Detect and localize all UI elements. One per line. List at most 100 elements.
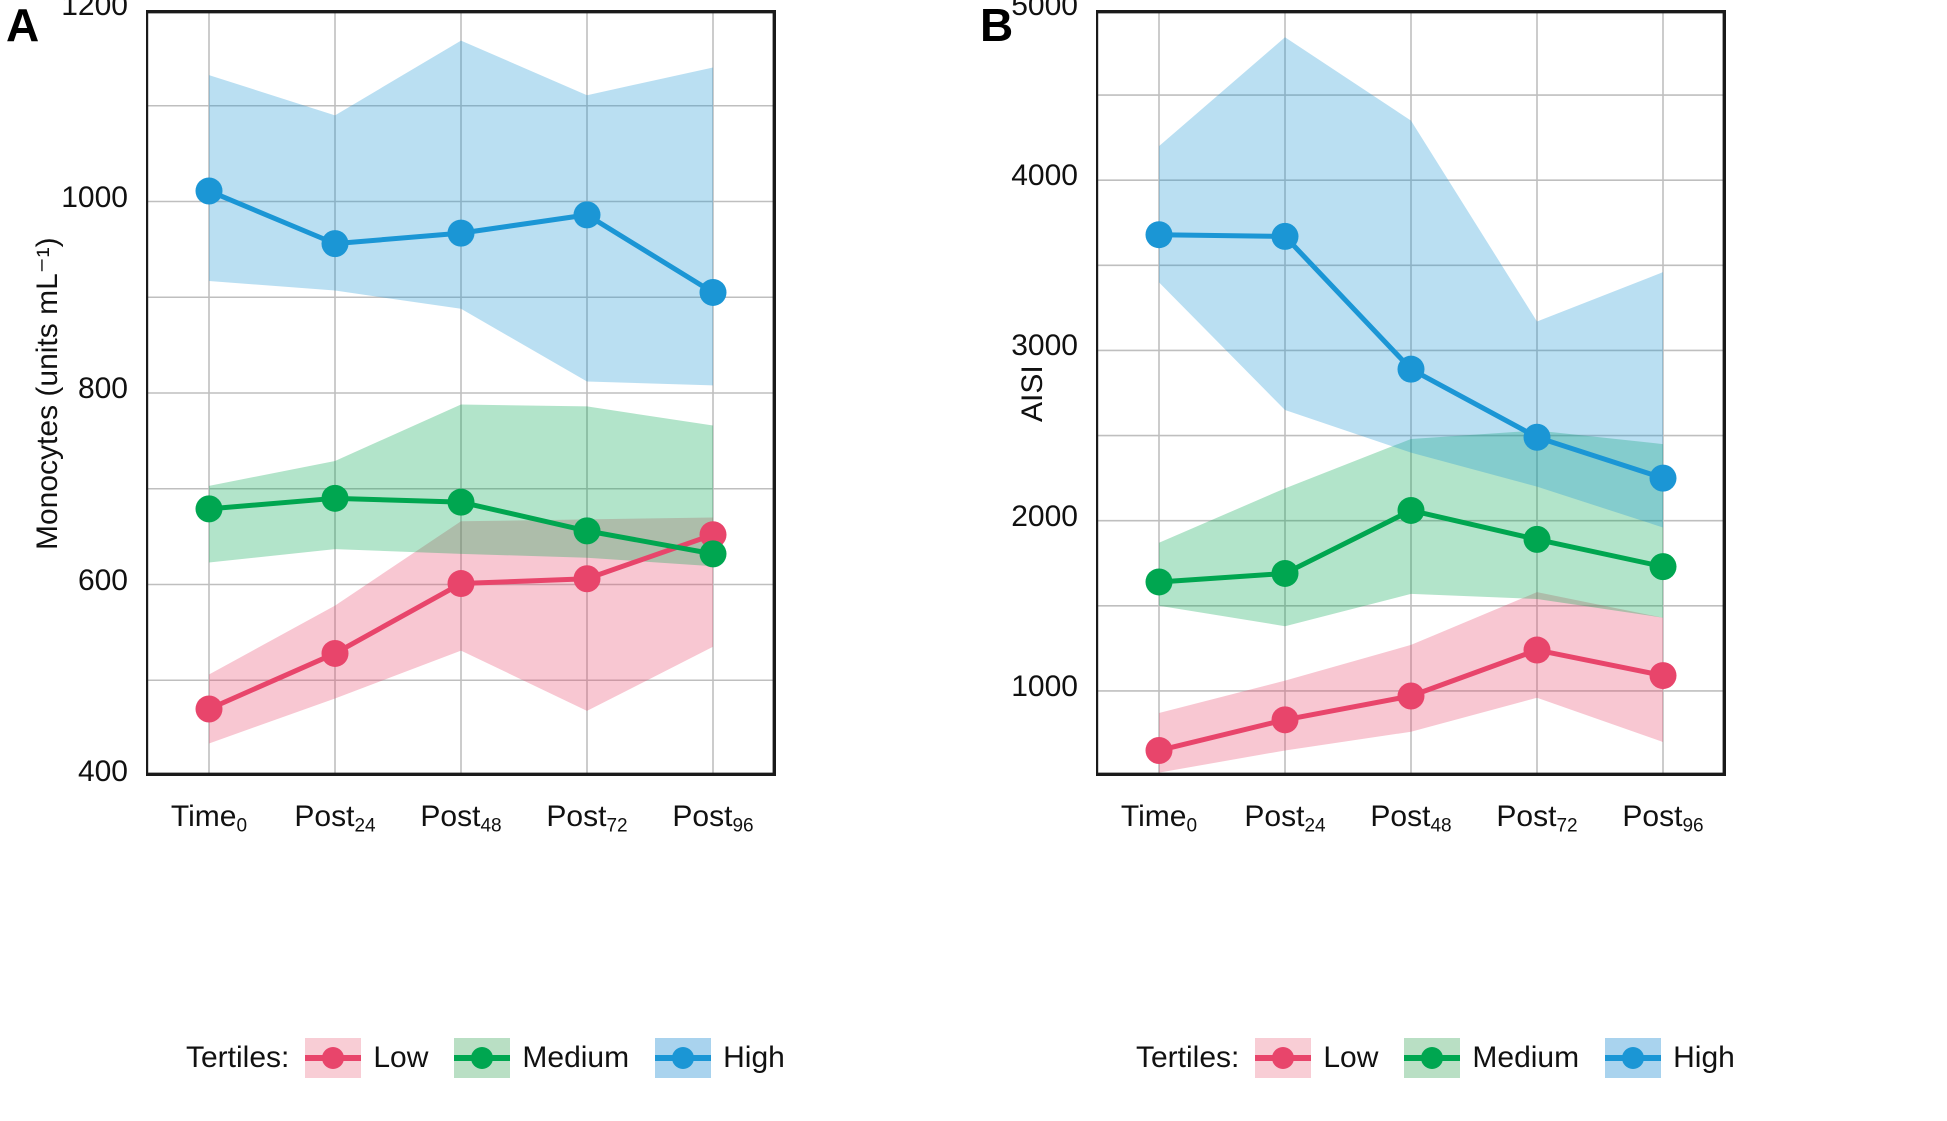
- legend-swatch-low: [1255, 1038, 1312, 1078]
- x-tick-subscript: 0: [236, 815, 248, 837]
- legend-marker-icon: [1421, 1047, 1444, 1069]
- legend-marker-icon: [471, 1047, 494, 1069]
- panel-b-y-axis-label: AISI: [1016, 364, 1049, 422]
- point-low-4: [699, 521, 727, 549]
- y-tick-label: 600: [77, 563, 128, 597]
- legend-swatch-high: [1605, 1038, 1662, 1078]
- x-tick-label-1: Post24: [250, 800, 420, 838]
- point-high-2: [447, 219, 475, 247]
- point-high-1: [1271, 222, 1299, 250]
- point-medium-0: [195, 495, 223, 523]
- legend-label: High: [723, 1041, 785, 1074]
- y-tick-label: 1000: [61, 180, 128, 214]
- legend-item-high[interactable]: High: [1605, 1038, 1735, 1078]
- point-medium-2: [1397, 496, 1425, 524]
- x-tick-label-3: Post72: [1452, 800, 1622, 838]
- x-tick-label-4: Post96: [1578, 800, 1748, 838]
- point-medium-2: [447, 488, 475, 516]
- point-high-0: [1145, 221, 1173, 249]
- point-low-2: [447, 570, 475, 598]
- legend-title: Tertiles:: [186, 1041, 290, 1074]
- x-tick-subscript: 24: [1304, 815, 1326, 837]
- legend-title: Tertiles:: [1136, 1041, 1240, 1074]
- point-high-4: [1649, 464, 1677, 492]
- x-tick-base: Post: [672, 800, 733, 833]
- y-tick-label: 2000: [1011, 499, 1078, 533]
- point-medium-1: [321, 484, 349, 512]
- y-tick-label: 400: [77, 755, 128, 788]
- x-tick-subscript: 48: [480, 815, 502, 837]
- point-medium-3: [1523, 525, 1551, 553]
- x-tick-subscript: 0: [1186, 815, 1198, 837]
- legend-label: Low: [1323, 1041, 1379, 1074]
- point-medium-1: [1271, 559, 1299, 587]
- point-medium-0: [1145, 568, 1173, 596]
- legend-swatch-low: [305, 1038, 362, 1078]
- point-high-1: [321, 230, 349, 258]
- legend-marker-icon: [1272, 1047, 1295, 1069]
- panel-a: A Monocytes (units mL⁻¹) 400 600 800 1000 12…: [0, 0, 973, 1121]
- x-tick-label-2: Post48: [1326, 800, 1496, 838]
- x-tick-subscript: 72: [1556, 815, 1578, 837]
- x-tick-base: Post: [1496, 800, 1557, 833]
- point-high-4: [699, 278, 727, 306]
- y-tick-label: 4000: [1011, 159, 1078, 193]
- legend-swatch-medium: [454, 1038, 511, 1078]
- point-medium-3: [573, 517, 601, 545]
- x-tick-label-0: Time0: [1074, 800, 1244, 838]
- legend-marker-icon: [322, 1047, 345, 1069]
- legend-label: High: [1673, 1041, 1735, 1074]
- band-high: [209, 40, 713, 386]
- point-low-1: [321, 639, 349, 667]
- legend-item-medium[interactable]: Medium: [454, 1038, 629, 1078]
- x-tick-subscript: 96: [732, 815, 754, 837]
- x-tick-base: Post: [294, 800, 355, 833]
- panel-b-plot-area: [1096, 10, 1726, 776]
- y-tick-label: 1200: [61, 0, 128, 22]
- panel-b: B AISI 1000 2000 3000 4000 5000 Time0 Post24 P…: [974, 0, 1947, 1121]
- point-low-2: [1397, 682, 1425, 710]
- panel-a-chart-svg: [146, 10, 776, 776]
- x-tick-base: Post: [1244, 800, 1305, 833]
- x-tick-base: Time: [1120, 800, 1187, 833]
- x-tick-base: Post: [546, 800, 607, 833]
- legend-item-low[interactable]: Low: [1255, 1038, 1378, 1078]
- panel-b-letter: B: [980, 0, 1013, 51]
- point-high-2: [1397, 355, 1425, 383]
- legend-item-high[interactable]: High: [655, 1038, 785, 1078]
- x-tick-base: Post: [420, 800, 481, 833]
- legend-label: Low: [373, 1041, 429, 1074]
- point-low-0: [195, 695, 223, 723]
- band-high: [1159, 37, 1663, 528]
- legend-label: Medium: [1472, 1041, 1580, 1074]
- x-tick-label-2: Post48: [376, 800, 546, 838]
- panel-a-letter: A: [6, 0, 39, 51]
- x-tick-subscript: 96: [1682, 815, 1704, 837]
- point-low-0: [1145, 736, 1173, 764]
- x-tick-label-3: Post72: [502, 800, 672, 838]
- legend-marker-icon: [672, 1047, 695, 1069]
- legend-marker-icon: [1622, 1047, 1645, 1069]
- y-tick-label: 1000: [1011, 669, 1078, 703]
- panel-a-plot-area: [146, 10, 776, 776]
- legend-swatch-medium: [1404, 1038, 1461, 1078]
- x-tick-label-1: Post24: [1200, 800, 1370, 838]
- legend-item-medium[interactable]: Medium: [1404, 1038, 1579, 1078]
- x-tick-subscript: 48: [1430, 815, 1452, 837]
- point-low-3: [573, 565, 601, 593]
- point-medium-4: [1649, 553, 1677, 581]
- x-tick-label-0: Time0: [124, 800, 294, 838]
- x-tick-label-4: Post96: [628, 800, 798, 838]
- point-high-3: [573, 201, 601, 229]
- point-low-3: [1523, 636, 1551, 664]
- x-tick-base: Post: [1622, 800, 1683, 833]
- x-tick-base: Post: [1370, 800, 1431, 833]
- legend-swatch-high: [655, 1038, 712, 1078]
- x-tick-subscript: 72: [606, 815, 628, 837]
- y-tick-label: 800: [77, 372, 128, 405]
- point-high-3: [1523, 423, 1551, 451]
- panel-a-legend: Tertiles: Low Medium High: [186, 1038, 811, 1078]
- point-high-0: [195, 177, 223, 205]
- legend-item-low[interactable]: Low: [305, 1038, 428, 1078]
